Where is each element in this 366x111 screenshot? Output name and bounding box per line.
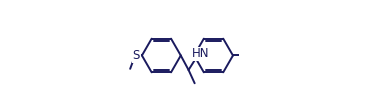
Text: HN: HN xyxy=(192,47,209,60)
Text: S: S xyxy=(132,49,140,62)
